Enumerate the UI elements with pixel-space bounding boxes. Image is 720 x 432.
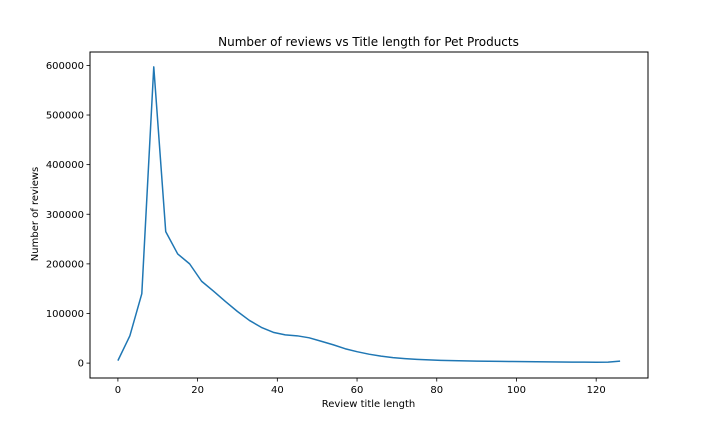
y-tick-label: 500000 <box>46 111 84 122</box>
x-tick-label: 20 <box>191 385 204 396</box>
y-tick-label: 600000 <box>46 61 84 72</box>
x-axis-label: Review title length <box>322 399 415 410</box>
plot-frame <box>89 51 649 379</box>
plot-area <box>117 66 621 363</box>
x-tick-label: 40 <box>271 385 284 396</box>
y-tick-label: 300000 <box>46 210 84 221</box>
series-line-0 <box>117 66 621 363</box>
chart-title: Number of reviews vs Title length for Pe… <box>218 35 519 49</box>
y-tick-label: 200000 <box>46 259 84 270</box>
y-tick-label: 400000 <box>46 160 84 171</box>
x-tick-label: 60 <box>351 385 364 396</box>
y-tick-label: 0 <box>78 359 84 370</box>
y-axis-ticks: 0 100000 200000 300000 400000 500000 600000 <box>46 61 90 370</box>
x-tick-label: 80 <box>430 385 443 396</box>
y-tick-label: 100000 <box>46 309 84 320</box>
x-axis-ticks: 0 20 40 60 80 100 120 <box>115 378 606 396</box>
y-axis-label: Number of reviews <box>30 167 41 261</box>
x-tick-label: 100 <box>507 385 526 396</box>
x-tick-label: 120 <box>587 385 606 396</box>
x-tick-label: 0 <box>115 385 121 396</box>
